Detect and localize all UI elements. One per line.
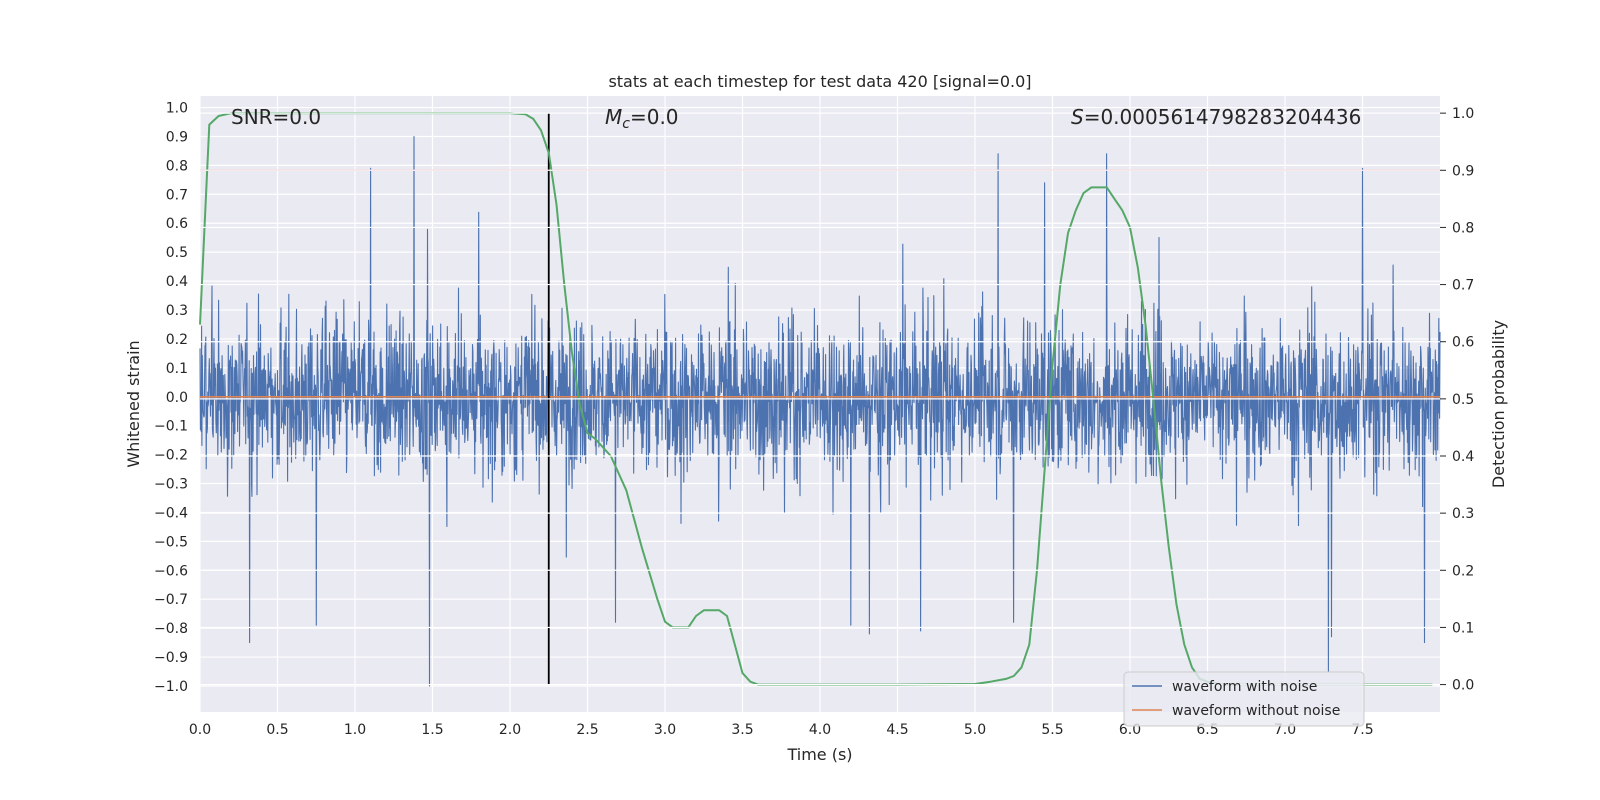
y-right-tick-label: 0.5 [1452, 392, 1474, 408]
y-left-tick-label: 0.4 [166, 274, 188, 290]
y-right-tick-label: 0.0 [1452, 678, 1474, 694]
s-symbol: S [1071, 105, 1084, 129]
x-tick-label: 5.0 [964, 722, 986, 738]
x-tick-label: 3.5 [731, 722, 753, 738]
x-tick-label: 4.5 [886, 722, 908, 738]
y-left-tick-label: −0.3 [154, 477, 188, 493]
y-right-tick-label: 0.7 [1452, 278, 1474, 294]
series-waveform-with-noise [199, 135, 1441, 687]
legend: waveform with noise waveform without noi… [1123, 671, 1365, 727]
y-left-tick-label: −0.4 [154, 505, 188, 521]
y-left-tick-label: −1.0 [154, 679, 188, 695]
y-right-tick-label: 1.0 [1452, 106, 1474, 122]
chart-title: stats at each timestep for test data 420… [608, 72, 1031, 91]
y-right-tick-label: 0.4 [1452, 449, 1474, 465]
right-axis-gridlines [200, 112, 1440, 686]
y-left-axis-label: Whitened strain [124, 340, 143, 467]
x-tick-label: 2.5 [576, 722, 598, 738]
x-tick-label: 4.0 [809, 722, 831, 738]
y-right-tick-label: 0.3 [1452, 506, 1474, 522]
y-left-tick-label: 0.2 [166, 332, 188, 348]
y-left-tick-label: −0.1 [154, 419, 188, 435]
x-tick-label: 0.5 [266, 722, 288, 738]
y-right-tick-label: 0.2 [1452, 563, 1474, 579]
x-tick-label: 3.0 [654, 722, 676, 738]
y-left-tick-label: −0.7 [154, 592, 188, 608]
y-left-tick-label: −0.2 [154, 448, 188, 464]
y-left-tick-label: −0.9 [154, 650, 188, 666]
legend-entry-noise: waveform with noise [1172, 679, 1317, 695]
y-left-tick-label: −0.8 [154, 621, 188, 637]
y-right-tick-label: 0.1 [1452, 620, 1474, 636]
y-left-tick-label: 0.0 [166, 390, 188, 406]
y-right-tick-label: 0.9 [1452, 163, 1474, 179]
y-left-tick-label: 0.3 [166, 303, 188, 319]
legend-box [1123, 671, 1365, 727]
y-left-tick-label: 0.8 [166, 158, 188, 174]
mc-subscript: c [622, 116, 630, 132]
y-left-tick-label: 1.0 [166, 101, 188, 117]
y-left-tick-label: 0.6 [166, 216, 188, 232]
snr-annotation: SNR=0.0 [231, 105, 321, 129]
y-right-tick-label: 0.6 [1452, 335, 1474, 351]
x-tick-label: 0.0 [189, 722, 211, 738]
y-left-tick-label: 0.7 [166, 187, 188, 203]
y-right-axis-label: Detection probability [1489, 320, 1508, 488]
s-annotation: S=0.0005614798283204436 [1071, 105, 1361, 129]
y-left-tick-label: −0.5 [154, 534, 188, 550]
x-tick-label: 1.0 [344, 722, 366, 738]
mc-value: =0.0 [630, 105, 679, 129]
x-tick-label: 5.5 [1041, 722, 1063, 738]
noise-trace [199, 135, 1441, 687]
y-right-axis-ticks: 1.0 0.9 0.8 0.7 0.6 0.5 0.4 0.3 0.2 0.1 0.0 [1440, 106, 1474, 694]
x-tick-label: 1.5 [421, 722, 443, 738]
mc-annotation: Mc=0.0 [605, 105, 679, 132]
y-left-tick-label: −0.6 [154, 563, 188, 579]
y-left-tick-label: 0.1 [166, 361, 188, 377]
y-left-axis-ticks: 1.0 0.9 0.8 0.7 0.6 0.5 0.4 0.3 0.2 0.1 0.0 −0.1 −0.… [154, 101, 188, 695]
x-tick-label: 2.0 [499, 722, 521, 738]
x-axis-label: Time (s) [786, 745, 852, 764]
x-axis-ticks: 0.0 0.5 1.0 1.5 2.0 2.5 3.0 3.5 4.0 4.5 5.0 5.5 6.0 6… [189, 722, 1374, 738]
s-value: =0.0005614798283204436 [1084, 105, 1362, 129]
y-left-tick-label: 0.9 [166, 129, 188, 145]
y-left-tick-label: 0.5 [166, 245, 188, 261]
y-right-tick-label: 0.8 [1452, 220, 1474, 236]
legend-entry-clean: waveform without noise [1172, 703, 1340, 719]
mc-symbol: M [605, 105, 622, 129]
